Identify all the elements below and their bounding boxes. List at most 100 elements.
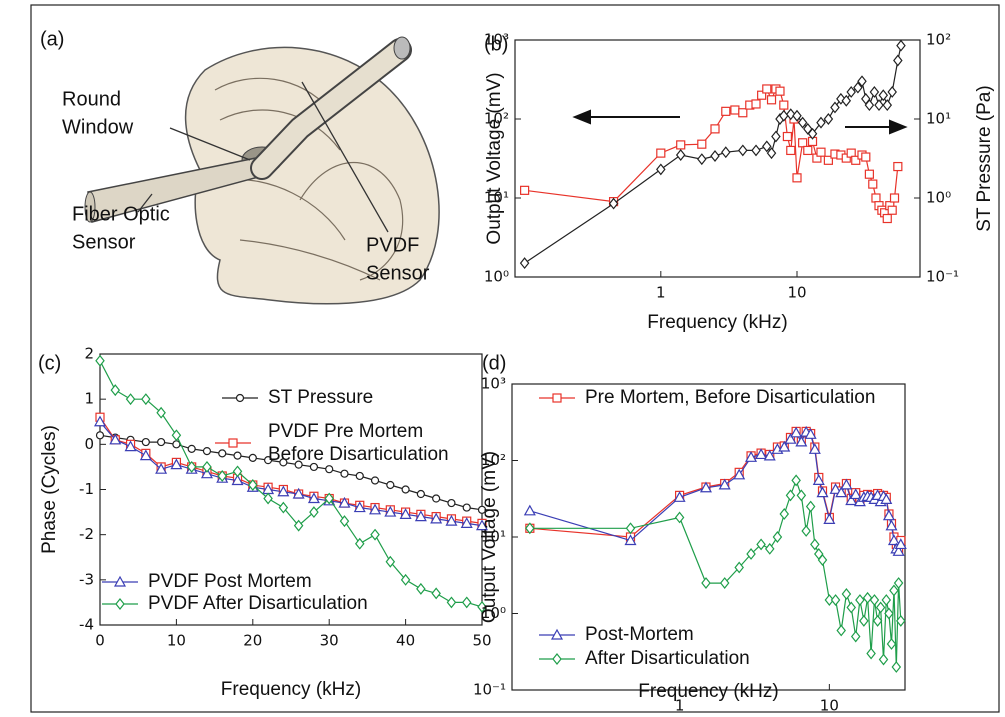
label: PVDF	[366, 234, 419, 256]
marker	[95, 431, 105, 440]
marker	[445, 514, 458, 526]
y-tick-label: 1	[84, 390, 94, 408]
marker	[816, 147, 826, 157]
marker	[786, 145, 796, 156]
marker	[775, 86, 785, 96]
marker	[771, 130, 781, 143]
marker	[95, 354, 105, 367]
marker	[871, 193, 881, 203]
x-axis-label: Frequency (kHz)	[647, 312, 787, 333]
marker	[309, 506, 319, 519]
marker	[294, 460, 303, 469]
marker	[841, 153, 851, 163]
marker	[461, 596, 472, 609]
panel-label: (a)	[40, 28, 64, 50]
marker	[784, 432, 797, 444]
marker	[523, 504, 536, 516]
marker	[384, 505, 397, 517]
marker	[798, 138, 808, 148]
marker	[823, 513, 836, 524]
arrows	[572, 109, 908, 135]
marker	[477, 505, 487, 514]
marker	[851, 155, 861, 165]
marker	[697, 139, 707, 149]
frame	[30, 4, 1000, 713]
marker	[293, 519, 304, 532]
marker	[779, 508, 790, 520]
marker	[823, 113, 834, 125]
marker	[307, 492, 320, 504]
y-tick-label: -3	[79, 570, 94, 588]
y-tick-label: 10¹	[481, 528, 506, 546]
marker	[864, 169, 874, 179]
marker	[878, 89, 889, 102]
illustration	[84, 36, 440, 305]
marker	[370, 476, 380, 485]
marker	[125, 393, 136, 406]
marker	[868, 179, 878, 189]
marker	[790, 426, 803, 438]
y-tick-label: 10³	[484, 31, 509, 49]
marker	[414, 510, 427, 522]
marker	[845, 494, 858, 506]
marker	[325, 465, 334, 474]
marker	[721, 106, 731, 116]
marker	[875, 601, 886, 614]
marker	[718, 478, 731, 490]
marker	[277, 485, 290, 497]
legend-label: ST Pressure	[268, 387, 373, 408]
marker	[764, 542, 775, 555]
marker	[816, 486, 829, 498]
y-tick-label: 10⁰	[481, 604, 506, 622]
marker	[734, 561, 744, 574]
marker	[808, 443, 821, 454]
y2-tick-label: 10²	[926, 31, 951, 49]
y-tick-label: 2	[84, 345, 94, 363]
marker	[263, 492, 273, 505]
marker	[859, 614, 869, 627]
marker	[896, 614, 906, 627]
marker	[248, 479, 258, 491]
x-tick-label: 40	[396, 632, 415, 650]
y2-tick-label: 10⁰	[926, 189, 951, 207]
marker	[817, 554, 828, 566]
marker	[869, 85, 880, 98]
legend-marker	[550, 628, 564, 640]
marker	[386, 480, 395, 490]
marker	[792, 109, 802, 122]
marker	[738, 108, 748, 118]
x-axis-label: Frequency (kHz)	[638, 681, 778, 702]
y-tick-label: -2	[79, 525, 94, 543]
marker	[782, 131, 792, 142]
marker	[836, 624, 846, 637]
marker	[891, 661, 902, 673]
marker	[804, 428, 817, 439]
marker	[124, 440, 137, 452]
marker	[829, 483, 842, 494]
marker	[730, 105, 740, 115]
legend-label: Pre Mortem, Before Disarticulation	[585, 387, 875, 408]
marker	[864, 99, 875, 112]
marker	[762, 140, 772, 153]
plot-frame	[514, 39, 921, 278]
panel-label: (d)	[482, 352, 506, 374]
marker	[475, 519, 489, 531]
panel-label: (c)	[38, 352, 61, 374]
marker	[370, 528, 380, 541]
marker	[339, 515, 350, 528]
marker	[355, 471, 364, 481]
marker	[795, 435, 808, 447]
marker	[853, 81, 863, 94]
marker	[279, 458, 288, 467]
marker	[656, 148, 666, 158]
y2-tick-label: 10¹	[926, 110, 951, 128]
marker	[520, 185, 530, 195]
marker	[462, 503, 471, 512]
marker	[841, 588, 852, 600]
marker	[401, 485, 410, 494]
x-tick-label: 1	[675, 697, 685, 715]
marker	[460, 517, 473, 528]
y-tick-label: -1	[79, 480, 94, 498]
marker	[170, 458, 183, 470]
